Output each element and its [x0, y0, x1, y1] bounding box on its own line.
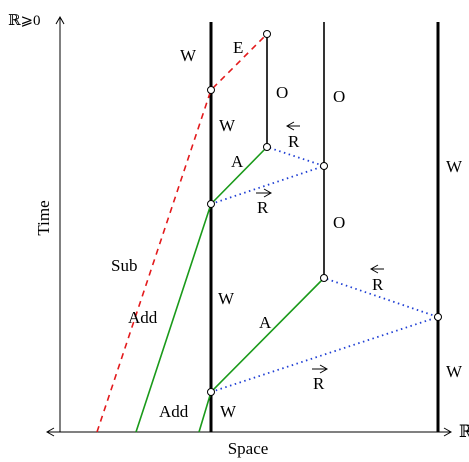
label-a: A — [259, 313, 272, 332]
label-o: O — [333, 213, 345, 232]
label-r-forward: R — [313, 374, 325, 393]
event-node — [207, 200, 215, 208]
label-a: A — [231, 152, 244, 171]
x-axis-label: ℝ — [459, 422, 469, 441]
label-o: O — [276, 83, 288, 102]
x-axis-title: Space — [228, 439, 269, 458]
event-node — [320, 274, 328, 282]
event-node — [320, 162, 328, 170]
event-node — [434, 313, 442, 321]
label-w: W — [219, 116, 236, 135]
label-w: W — [446, 157, 463, 176]
label-sub: Sub — [111, 256, 137, 275]
y-axis-title: Time — [34, 200, 53, 235]
event-node — [263, 143, 271, 151]
event-node — [263, 30, 271, 38]
label-w: W — [180, 46, 197, 65]
label-w: W — [220, 402, 237, 421]
event-node — [207, 86, 215, 94]
label-o: O — [333, 87, 345, 106]
signal-upper — [210, 146, 327, 205]
event-node — [207, 388, 215, 396]
label-add: Add — [128, 308, 158, 327]
label-r-back: R — [372, 275, 384, 294]
label-r-back: R — [288, 132, 300, 151]
sub-line — [96, 33, 268, 433]
signal-lower — [210, 277, 441, 393]
event-nodes — [207, 30, 442, 396]
add-line-upper — [135, 146, 268, 433]
label-r-forward: R — [257, 198, 269, 217]
label-w: W — [446, 362, 463, 381]
label-w: W — [218, 289, 235, 308]
label-e: E — [233, 38, 243, 57]
y-axis-label: ℝ⩾0 — [8, 13, 41, 29]
label-add: Add — [159, 402, 189, 421]
